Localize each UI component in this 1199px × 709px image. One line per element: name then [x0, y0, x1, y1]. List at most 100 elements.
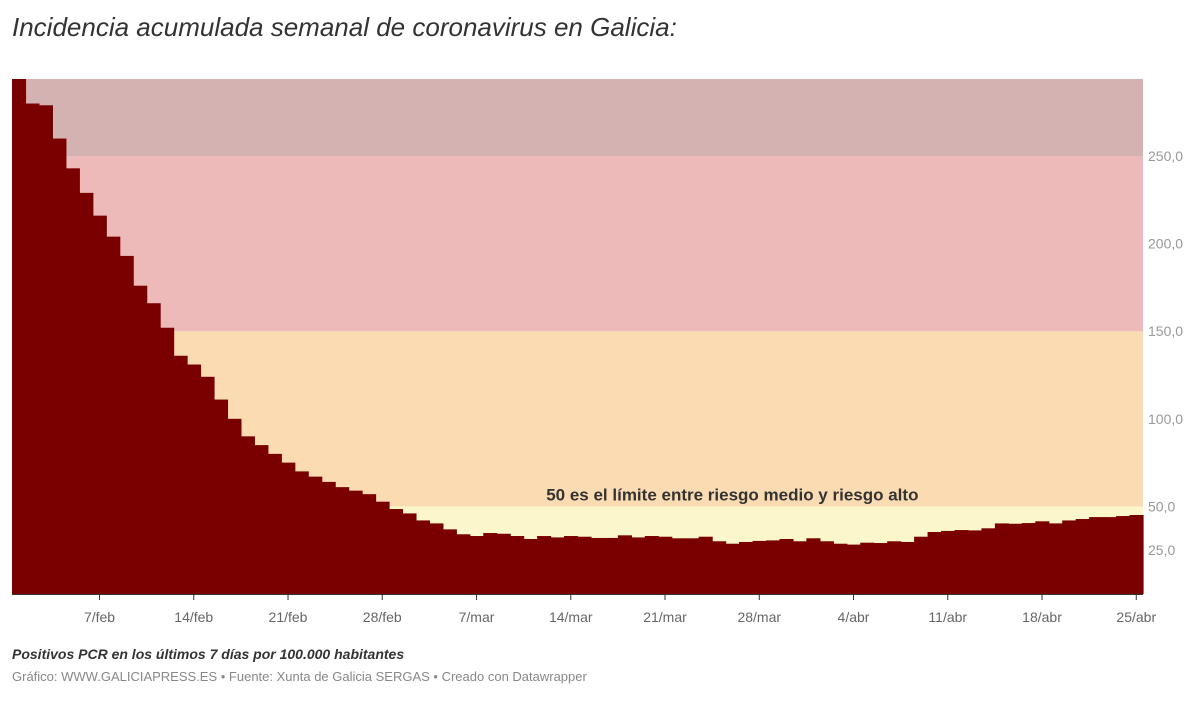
- step-bar: [1048, 523, 1063, 594]
- step-bar: [819, 541, 834, 594]
- y-tick-label: 200,0: [1148, 236, 1183, 252]
- step-bar: [873, 543, 888, 594]
- step-bar: [389, 509, 404, 594]
- step-bar: [119, 255, 134, 595]
- step-bar: [25, 103, 40, 595]
- step-bar: [1008, 523, 1023, 594]
- y-tick-label: 250,0: [1148, 148, 1183, 164]
- step-bar: [846, 544, 861, 594]
- step-bar: [994, 523, 1009, 594]
- step-bar: [914, 536, 929, 594]
- step-bar: [1075, 519, 1090, 594]
- y-tick-label: 25,0: [1148, 542, 1175, 558]
- x-tick-label: 11/abr: [928, 609, 967, 625]
- step-bar: [146, 303, 161, 594]
- incidence-steps: [12, 79, 1144, 595]
- step-bar: [1129, 514, 1144, 594]
- step-bar: [685, 538, 700, 594]
- step-bar: [483, 533, 498, 594]
- step-bar: [806, 538, 821, 594]
- step-bar: [954, 530, 969, 594]
- step-bar: [1035, 521, 1050, 594]
- step-bar: [712, 541, 727, 594]
- x-tick-label: 25/abr: [1116, 609, 1156, 625]
- x-tick-label: 21/feb: [269, 609, 308, 625]
- step-bar: [644, 536, 659, 594]
- chart-title: Incidencia acumulada semanal de coronavi…: [12, 12, 677, 42]
- step-bar: [1062, 520, 1077, 594]
- step-bar: [577, 536, 592, 594]
- y-tick-label: 100,0: [1148, 411, 1183, 427]
- step-bar: [281, 462, 296, 594]
- step-bar: [213, 399, 229, 594]
- step-bar: [887, 541, 902, 594]
- step-bar: [106, 236, 121, 594]
- step-bar: [617, 535, 632, 594]
- chart-credit: Gráfico: WWW.GALICIAPRESS.ES • Fuente: X…: [12, 669, 587, 684]
- step-bar: [927, 531, 942, 594]
- step-bar: [321, 481, 336, 594]
- y-tick-label: 50,0: [1148, 498, 1175, 514]
- chart-note: Positivos PCR en los últimos 7 días por …: [12, 646, 405, 662]
- step-bar: [523, 538, 538, 594]
- x-tick-label: 7/mar: [459, 609, 495, 625]
- step-bar: [348, 490, 363, 594]
- step-bar: [38, 105, 53, 594]
- step-bar: [187, 364, 202, 594]
- step-bar: [860, 542, 875, 594]
- step-bar: [1089, 517, 1104, 594]
- step-bar: [739, 541, 754, 594]
- step-bar: [52, 138, 67, 595]
- step-bar: [12, 79, 27, 594]
- step-bar: [766, 540, 781, 594]
- step-bar: [65, 168, 80, 594]
- x-tick-label: 14/feb: [174, 609, 213, 625]
- step-bar: [537, 536, 552, 594]
- step-bar: [227, 418, 242, 594]
- step-bar: [267, 453, 282, 594]
- step-bar: [967, 530, 983, 594]
- x-tick-label: 28/feb: [363, 609, 402, 625]
- y-tick-label: 150,0: [1148, 323, 1183, 339]
- annotation-label: 50 es el límite entre riesgo medio y rie…: [546, 485, 918, 504]
- axes: 7/feb 14/feb 21/feb 28/feb 7/mar 14/mar 21/mar…: [12, 148, 1183, 625]
- step-bar: [698, 536, 713, 594]
- step-bar: [900, 541, 915, 594]
- step-bar: [362, 494, 377, 594]
- step-bar: [335, 487, 350, 594]
- step-bar: [294, 471, 309, 594]
- x-tick-label: 18/abr: [1022, 609, 1062, 625]
- step-bar: [631, 537, 646, 594]
- step-bar: [981, 528, 996, 594]
- step-bar: [671, 538, 686, 594]
- step-bar: [442, 529, 457, 594]
- step-bar: [564, 536, 579, 594]
- x-tick-label: 4/abr: [838, 609, 870, 625]
- step-bar: [456, 534, 471, 594]
- step-bar: [604, 537, 619, 594]
- step-bar: [415, 520, 430, 594]
- step-bar: [308, 476, 323, 594]
- step-bar: [833, 543, 848, 594]
- risk-band-3: [12, 79, 1143, 157]
- x-tick-label: 28/mar: [737, 609, 781, 625]
- step-bar: [469, 536, 484, 594]
- step-bar: [92, 215, 107, 594]
- step-bar: [1021, 523, 1036, 594]
- step-bar: [792, 541, 807, 594]
- step-bar: [240, 436, 255, 594]
- x-tick-label: 7/feb: [84, 609, 115, 625]
- risk-band-2: [12, 156, 1143, 332]
- step-bar: [133, 285, 148, 594]
- step-bar: [550, 537, 565, 594]
- step-bar: [160, 327, 175, 594]
- step-bar: [725, 543, 740, 594]
- step-bar: [1116, 516, 1131, 594]
- step-bar: [173, 355, 188, 594]
- step-bar: [200, 376, 215, 594]
- step-bar: [429, 523, 444, 594]
- step-bar: [779, 538, 794, 594]
- x-tick-label: 14/mar: [549, 609, 593, 625]
- step-bar: [1102, 517, 1117, 594]
